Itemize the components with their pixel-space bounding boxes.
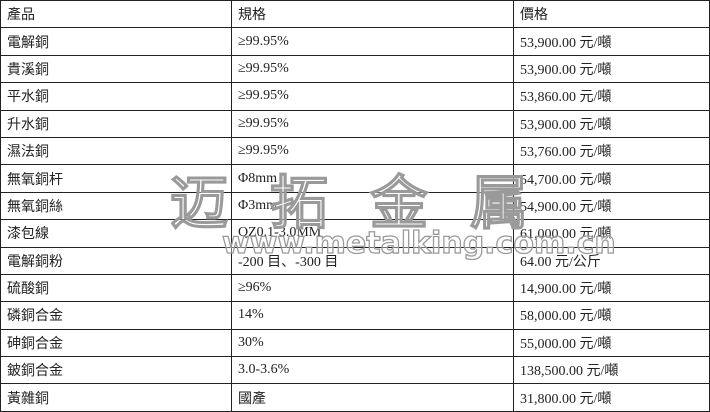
- cell-price: 53,900.00 元/噸: [513, 27, 710, 56]
- cell-price: 54,900.00 元/噸: [513, 191, 710, 221]
- cell-product: 濕法銅: [0, 136, 232, 166]
- cell-spec: 國產: [231, 383, 514, 412]
- cell-spec: 14%: [231, 301, 514, 330]
- cell-spec: ≥99.95%: [231, 109, 514, 138]
- cell-price: 138,500.00 元/噸: [513, 356, 710, 385]
- table-row: 無氧銅杆 Φ8mm 54,700.00 元/噸: [0, 164, 710, 193]
- cell-spec: ≥99.95%: [231, 82, 514, 111]
- cell-price: 61,000.00 元/噸: [513, 219, 710, 248]
- cell-price: 53,900.00 元/噸: [513, 109, 710, 138]
- cell-spec: Φ8mm: [231, 164, 514, 193]
- cell-price: 55,000.00 元/噸: [513, 328, 710, 358]
- cell-product: 電解銅: [0, 27, 232, 56]
- table-row: 電解銅粉 -200 目、-300 目 64.00 元/公斤: [0, 246, 710, 275]
- cell-price: 54,700.00 元/噸: [513, 164, 710, 193]
- table-row: 平水銅 ≥99.95% 53,860.00 元/噸: [0, 82, 710, 111]
- cell-spec: ≥96%: [231, 273, 514, 303]
- cell-spec: 3.0-3.6%: [231, 356, 514, 385]
- cell-product: 平水銅: [0, 82, 232, 111]
- table-row: 漆包線 QZ0.1-3.0MM 61,000.00 元/噸: [0, 219, 710, 248]
- cell-price: 14,900.00 元/噸: [513, 273, 710, 303]
- cell-price: 31,800.00 元/噸: [513, 383, 710, 412]
- header-product: 產品: [0, 0, 232, 29]
- table-row: 砷銅合金 30% 55,000.00 元/噸: [0, 328, 710, 358]
- cell-product: 硫酸銅: [0, 273, 232, 303]
- table-row: 升水銅 ≥99.95% 53,900.00 元/噸: [0, 109, 710, 138]
- cell-product: 砷銅合金: [0, 328, 232, 358]
- cell-spec: Φ3mm: [231, 191, 514, 221]
- table-row: 磷銅合金 14% 58,000.00 元/噸: [0, 301, 710, 330]
- table-row: 電解銅 ≥99.95% 53,900.00 元/噸: [0, 27, 710, 56]
- cell-spec: ≥99.95%: [231, 54, 514, 84]
- cell-spec: -200 目、-300 目: [231, 246, 514, 275]
- table-row: 鈹銅合金 3.0-3.6% 138,500.00 元/噸: [0, 356, 710, 385]
- cell-product: 無氧銅杆: [0, 164, 232, 193]
- cell-product: 升水銅: [0, 109, 232, 138]
- table-row: 濕法銅 ≥99.95% 53,760.00 元/噸: [0, 136, 710, 166]
- table-row: 黃雜銅 國產 31,800.00 元/噸: [0, 383, 710, 412]
- cell-spec: ≥99.95%: [231, 27, 514, 56]
- cell-price: 53,900.00 元/噸: [513, 54, 710, 84]
- cell-product: 鈹銅合金: [0, 356, 232, 385]
- cell-price: 58,000.00 元/噸: [513, 301, 710, 330]
- header-row: 產品 規格 價格: [0, 0, 710, 29]
- cell-spec: ≥99.95%: [231, 136, 514, 166]
- table-row: 硫酸銅 ≥96% 14,900.00 元/噸: [0, 273, 710, 303]
- cell-product: 貴溪銅: [0, 54, 232, 84]
- cell-spec: 30%: [231, 328, 514, 358]
- cell-product: 電解銅粉: [0, 246, 232, 275]
- cell-product: 漆包線: [0, 219, 232, 248]
- header-spec: 規格: [231, 0, 514, 29]
- cell-price: 53,760.00 元/噸: [513, 136, 710, 166]
- table-row: 貴溪銅 ≥99.95% 53,900.00 元/噸: [0, 54, 710, 84]
- header-price: 價格: [513, 0, 710, 29]
- cell-product: 黃雜銅: [0, 383, 232, 412]
- cell-price: 53,860.00 元/噸: [513, 82, 710, 111]
- cell-product: 無氧銅絲: [0, 191, 232, 221]
- cell-price: 64.00 元/公斤: [513, 246, 710, 275]
- cell-spec: QZ0.1-3.0MM: [231, 219, 514, 248]
- table-row: 無氧銅絲 Φ3mm 54,900.00 元/噸: [0, 191, 710, 221]
- cell-product: 磷銅合金: [0, 301, 232, 330]
